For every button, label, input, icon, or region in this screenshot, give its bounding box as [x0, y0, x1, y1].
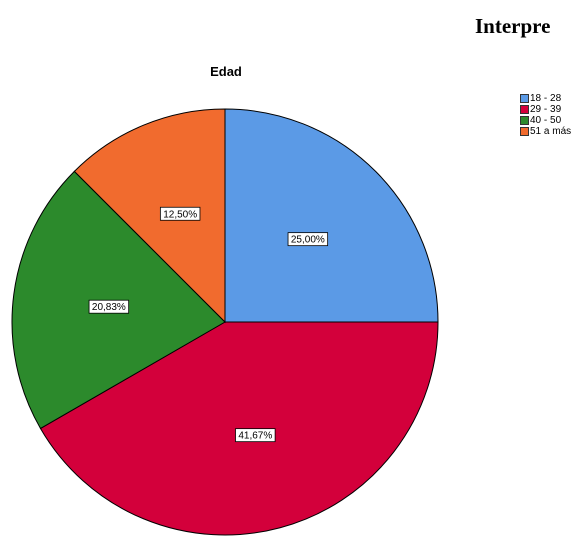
svg-text:20,83%: 20,83% — [92, 302, 126, 313]
chart-title: Edad — [210, 64, 242, 79]
svg-text:12,50%: 12,50% — [163, 209, 197, 220]
data-label-1: 25,00% — [287, 232, 329, 247]
legend-label: 40 - 50 — [530, 115, 562, 126]
document-heading: Interpre — [475, 14, 551, 38]
legend-swatch — [520, 116, 529, 125]
legend-label: 18 - 28 — [530, 93, 562, 104]
data-label-3: 20,83% — [88, 299, 130, 314]
data-label-4: 12,50% — [159, 206, 201, 221]
data-label-2: 41,67% — [235, 428, 276, 443]
chart-legend: 18 - 28 29 - 39 40 - 50 51 a más — [520, 93, 571, 137]
pie-slice-1 — [224, 108, 439, 323]
legend-label: 29 - 39 — [530, 104, 562, 115]
legend-swatch — [520, 127, 529, 136]
legend-item-1: 18 - 28 — [520, 93, 571, 104]
pie-slice-4 — [73, 108, 226, 324]
legend-item-2: 29 - 39 — [520, 104, 571, 115]
svg-text:41,67%: 41,67% — [238, 431, 272, 442]
svg-text:25,00%: 25,00% — [291, 235, 325, 246]
legend-item-4: 51 a más — [520, 126, 571, 137]
legend-item-3: 40 - 50 — [520, 115, 571, 126]
legend-swatch — [520, 94, 529, 103]
legend-swatch — [520, 105, 529, 114]
legend-label: 51 a más — [530, 126, 572, 137]
